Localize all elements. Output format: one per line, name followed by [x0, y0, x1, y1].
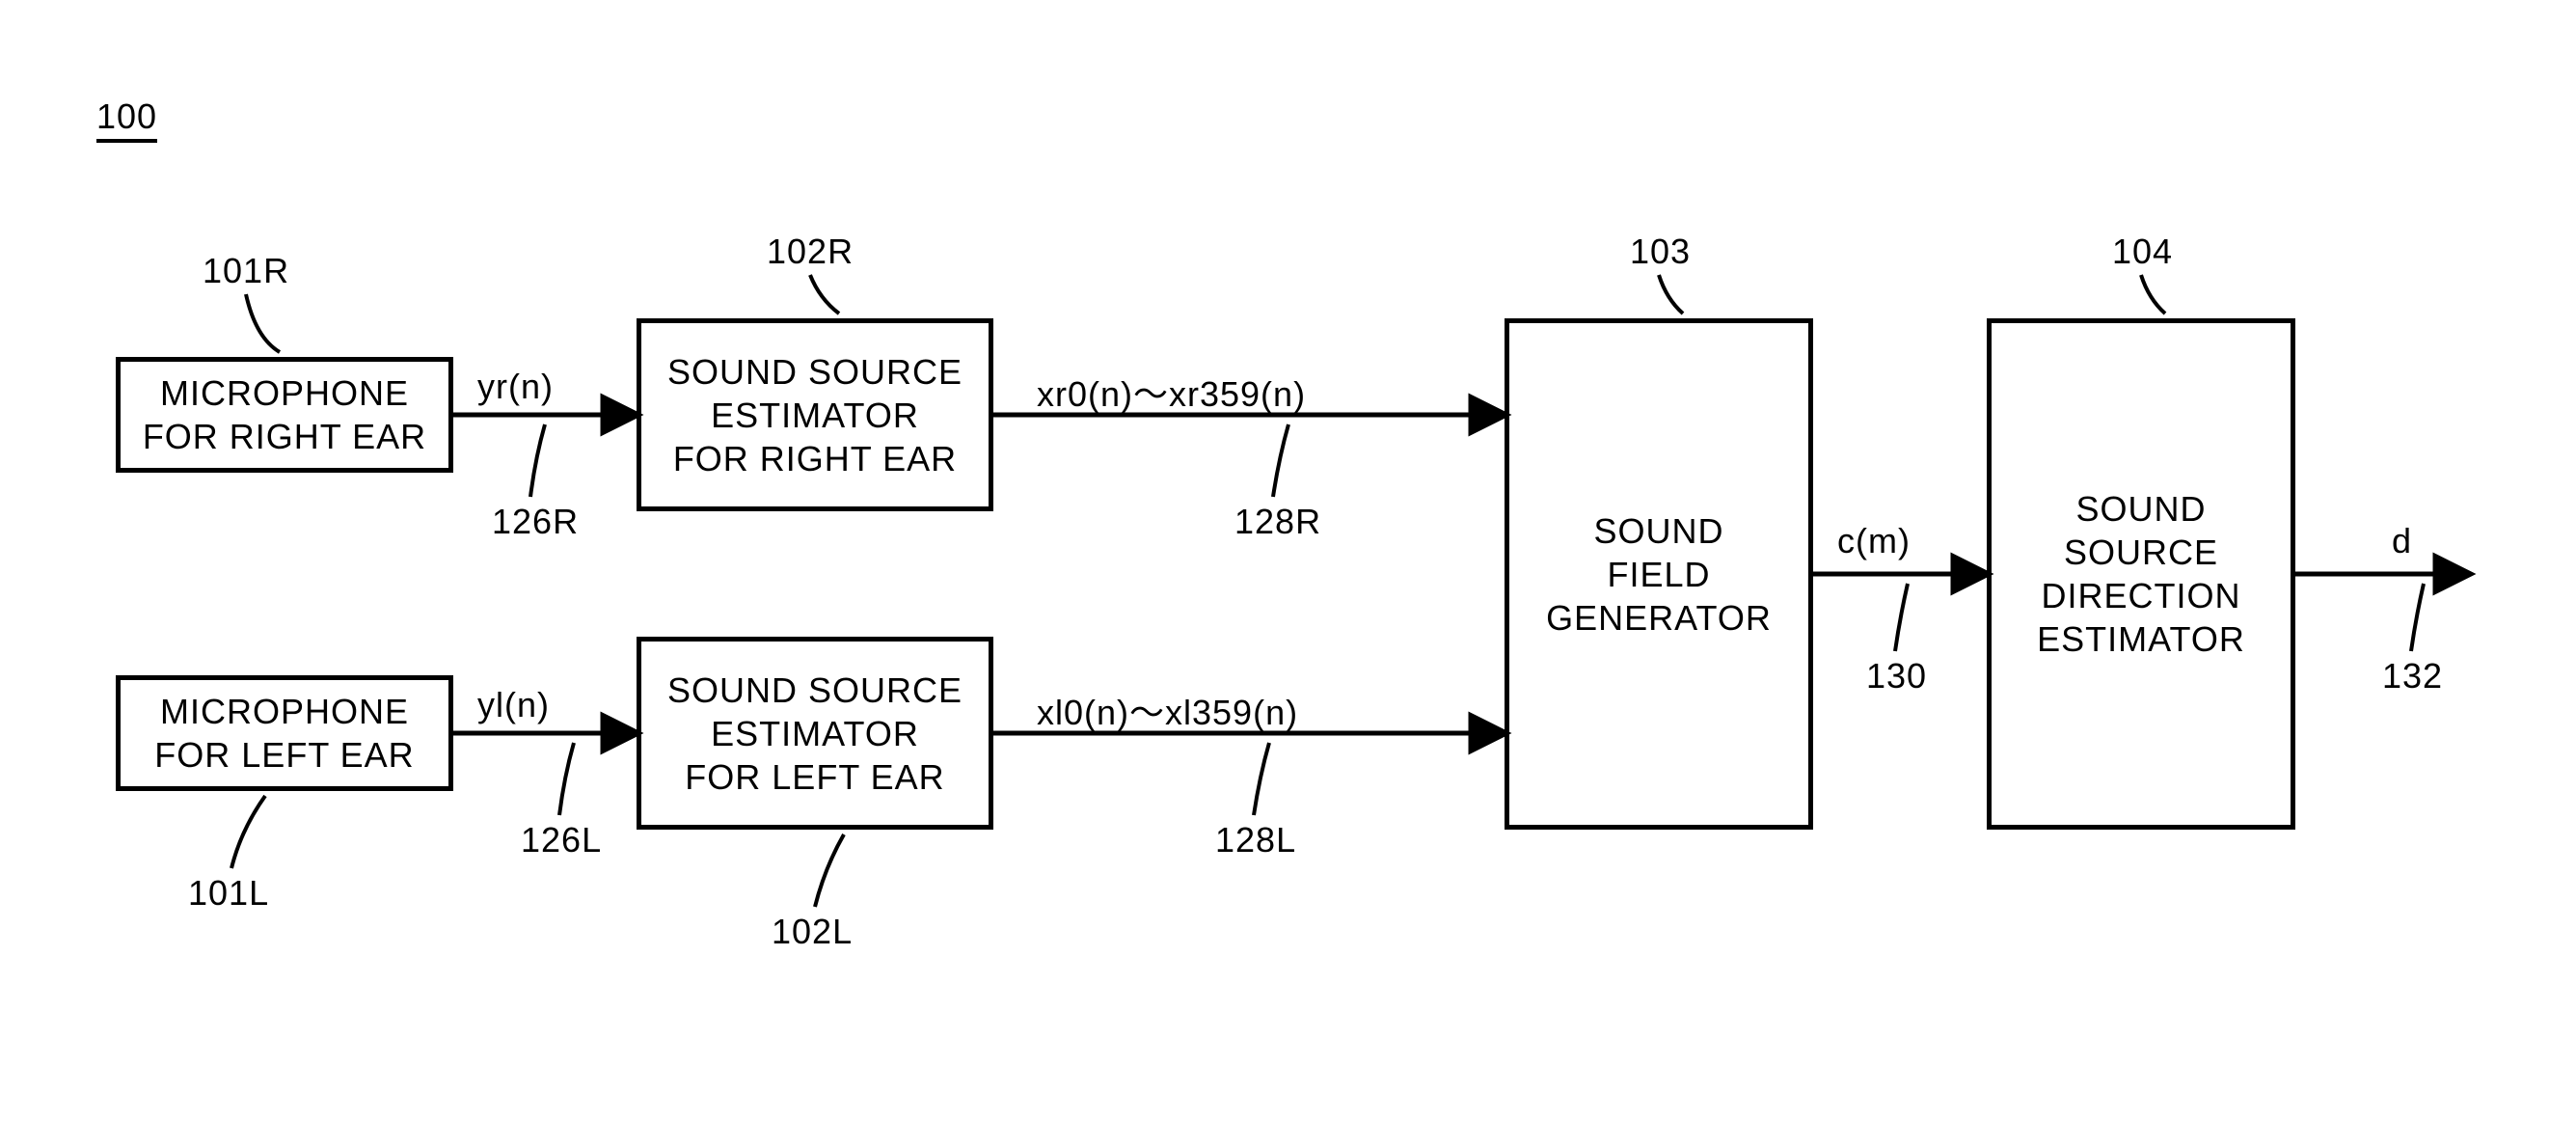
ref-c: 130 — [1866, 656, 1927, 696]
block-mic-right-label: MICROPHONEFOR RIGHT EAR — [143, 371, 426, 458]
signal-d: d — [2392, 521, 2412, 561]
ref-mic-left: 101L — [188, 873, 269, 914]
block-estimator-left: SOUND SOURCEESTIMATORFOR LEFT EAR — [637, 637, 993, 830]
block-estimator-right-label: SOUND SOURCEESTIMATORFOR RIGHT EAR — [667, 350, 963, 480]
ref-yl: 126L — [521, 820, 602, 860]
block-mic-left-label: MICROPHONEFOR LEFT EAR — [154, 690, 414, 777]
block-mic-right: MICROPHONEFOR RIGHT EAR — [116, 357, 453, 473]
block-estimator-left-label: SOUND SOURCEESTIMATORFOR LEFT EAR — [667, 669, 963, 799]
ref-xr: 128R — [1234, 502, 1321, 542]
block-direction-estimator: SOUNDSOURCEDIRECTIONESTIMATOR — [1987, 318, 2295, 830]
ref-field-generator: 103 — [1630, 232, 1691, 272]
signal-yl: yl(n) — [477, 685, 550, 725]
ref-yr: 126R — [492, 502, 579, 542]
figure-ref: 100 — [96, 96, 157, 143]
block-field-generator: SOUNDFIELDGENERATOR — [1505, 318, 1813, 830]
ref-mic-right: 101R — [203, 251, 289, 291]
ref-direction-estimator: 104 — [2112, 232, 2173, 272]
signal-yr: yr(n) — [477, 367, 554, 407]
block-direction-estimator-label: SOUNDSOURCEDIRECTIONESTIMATOR — [2037, 487, 2245, 661]
diagram-canvas: 100 MICROPHONEFOR RIGHT EAR 101R MICROPH… — [0, 0, 2576, 1147]
ref-estimator-left: 102L — [772, 912, 853, 952]
block-estimator-right: SOUND SOURCEESTIMATORFOR RIGHT EAR — [637, 318, 993, 511]
ref-xl: 128L — [1215, 820, 1296, 860]
signal-xl: xl0(n)～xl359(n) — [1037, 685, 1298, 735]
ref-estimator-right: 102R — [767, 232, 854, 272]
block-mic-left: MICROPHONEFOR LEFT EAR — [116, 675, 453, 791]
signal-c: c(m) — [1837, 521, 1911, 561]
ref-d: 132 — [2382, 656, 2443, 696]
signal-xr: xr0(n)～xr359(n) — [1037, 367, 1306, 417]
block-field-generator-label: SOUNDFIELDGENERATOR — [1546, 509, 1772, 640]
